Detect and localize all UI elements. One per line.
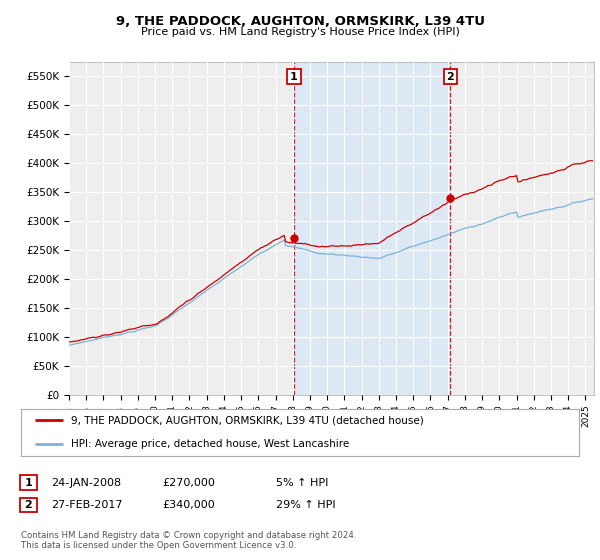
- Text: 2: 2: [446, 72, 454, 82]
- Text: 24-JAN-2008: 24-JAN-2008: [51, 478, 121, 488]
- Text: £270,000: £270,000: [162, 478, 215, 488]
- Text: £340,000: £340,000: [162, 500, 215, 510]
- Text: Contains HM Land Registry data © Crown copyright and database right 2024.
This d: Contains HM Land Registry data © Crown c…: [21, 531, 356, 550]
- Text: 5% ↑ HPI: 5% ↑ HPI: [276, 478, 328, 488]
- Text: 1: 1: [290, 72, 298, 82]
- Text: 9, THE PADDOCK, AUGHTON, ORMSKIRK, L39 4TU (detached house): 9, THE PADDOCK, AUGHTON, ORMSKIRK, L39 4…: [71, 415, 424, 425]
- Text: 1: 1: [25, 478, 32, 488]
- Text: 2: 2: [25, 500, 32, 510]
- Bar: [294, 62, 451, 395]
- Text: HPI: Average price, detached house, West Lancashire: HPI: Average price, detached house, West…: [71, 439, 349, 449]
- Text: 9, THE PADDOCK, AUGHTON, ORMSKIRK, L39 4TU: 9, THE PADDOCK, AUGHTON, ORMSKIRK, L39 4…: [115, 15, 485, 28]
- Text: 27-FEB-2017: 27-FEB-2017: [51, 500, 122, 510]
- Text: Price paid vs. HM Land Registry's House Price Index (HPI): Price paid vs. HM Land Registry's House …: [140, 27, 460, 37]
- Text: 29% ↑ HPI: 29% ↑ HPI: [276, 500, 335, 510]
